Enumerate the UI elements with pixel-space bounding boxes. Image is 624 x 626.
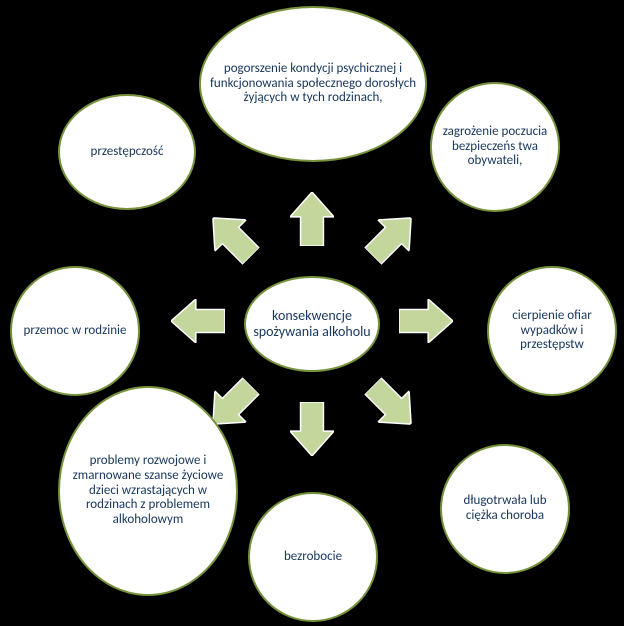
node-center: konsekwencje spożywania alkoholu (244, 276, 380, 372)
arrow-left (171, 299, 225, 343)
node-bottom: bezrobocie (248, 492, 378, 622)
node-left: przemoc w rodzinie (10, 266, 140, 396)
node-label-left: przemoc w rodzinie (24, 324, 127, 339)
node-label-right: cierpienie ofiar wypadków i przestępstw (495, 309, 609, 354)
node-bottom-right: długotrwała lub ciężka choroba (440, 444, 570, 574)
node-top-left: przestępczość (58, 94, 196, 210)
node-label-bottom-left: problemy rozwojowe i zmarnowane szanse ż… (66, 454, 230, 529)
node-label-top-left: przestępczość (91, 145, 164, 160)
node-top: pogorszenie kondycji psychicznej i funkc… (199, 6, 427, 162)
node-label-center: konsekwencje spożywania alkoholu (252, 308, 372, 340)
arrow-bottom-right (357, 370, 426, 439)
diagram-canvas: pogorszenie kondycji psychicznej i funkc… (0, 0, 624, 626)
node-top-right: zagrożenie poczucia bezpieczeńs twa obyw… (430, 82, 560, 212)
node-right: cierpienie ofiar wypadków i przestępstw (487, 266, 617, 396)
node-label-top: pogorszenie kondycji psychicznej i funkc… (207, 62, 419, 107)
node-label-top-right: zagrożenie poczucia bezpieczeńs twa obyw… (438, 125, 552, 170)
arrow-bottom (290, 402, 334, 456)
arrow-right (399, 299, 453, 343)
node-label-bottom: bezrobocie (284, 550, 342, 565)
arrow-top (290, 192, 334, 246)
node-bottom-left: problemy rozwojowe i zmarnowane szanse ż… (58, 386, 238, 596)
node-label-bottom-right: długotrwała lub ciężka choroba (448, 494, 562, 524)
arrow-top-right (357, 202, 426, 271)
arrow-top-left (197, 202, 266, 271)
